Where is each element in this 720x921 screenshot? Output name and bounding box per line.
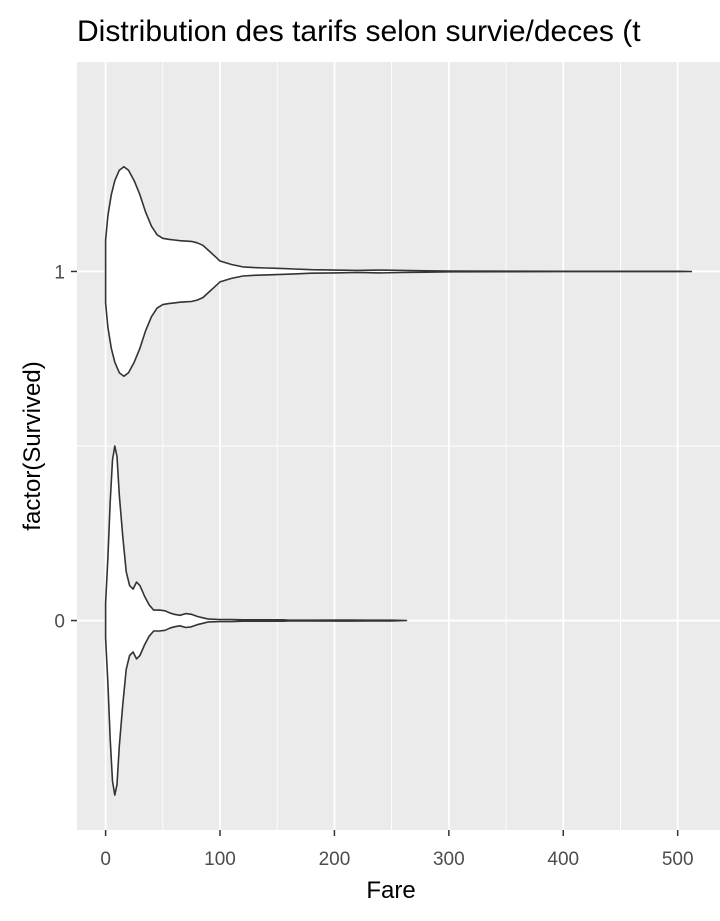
x-tick-label: 300 — [433, 849, 465, 870]
x-tick-label: 400 — [547, 849, 579, 870]
x-axis-title: Fare — [366, 877, 415, 904]
y-tick-label: 1 — [54, 262, 65, 283]
x-axis: 0 100 200 300 400 500 — [100, 830, 694, 870]
y-axis: 01 — [54, 262, 77, 633]
y-axis-title: factor(Survived) — [19, 361, 46, 530]
x-tick-label: 100 — [204, 849, 236, 870]
y-tick-label: 0 — [54, 612, 65, 633]
x-tick-label: 200 — [319, 849, 351, 870]
x-tick-label: 500 — [662, 849, 694, 870]
x-tick-label: 0 — [100, 849, 111, 870]
violin-survived-0 — [104, 445, 408, 796]
violin-survived-1 — [104, 165, 693, 377]
violins — [104, 165, 693, 796]
chart-title: Distribution des tarifs selon survie/dec… — [77, 15, 641, 48]
minor-gridlines — [77, 62, 720, 830]
